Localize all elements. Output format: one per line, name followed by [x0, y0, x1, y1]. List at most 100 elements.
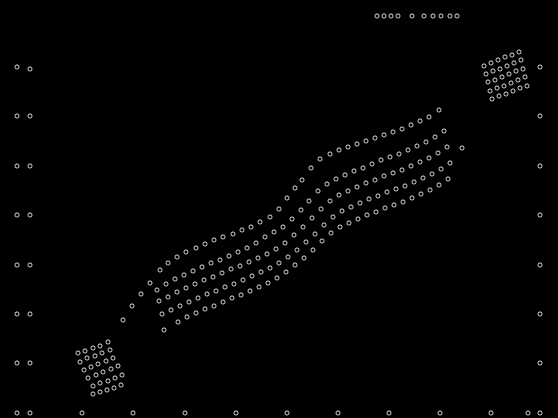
data-point [294, 247, 300, 253]
data-point [27, 163, 33, 169]
data-point [393, 186, 399, 192]
data-point [233, 410, 239, 416]
data-point [174, 254, 180, 260]
data-point [378, 157, 384, 163]
data-point [441, 128, 447, 134]
data-points [14, 13, 543, 416]
data-point [81, 367, 87, 373]
data-point [438, 166, 444, 172]
data-point [285, 254, 291, 260]
data-point [27, 212, 33, 218]
data-point [435, 150, 441, 156]
data-point [159, 311, 165, 317]
data-point [97, 389, 103, 395]
data-point [84, 355, 90, 361]
data-point [384, 189, 390, 195]
data-point [345, 188, 351, 194]
data-point [330, 214, 336, 220]
data-point [517, 85, 523, 91]
data-point [447, 13, 453, 19]
data-point [321, 222, 327, 228]
data-point [192, 281, 198, 287]
data-point [273, 246, 279, 252]
data-point [421, 13, 427, 19]
data-point [168, 307, 174, 313]
data-point [328, 230, 334, 236]
data-point [262, 234, 268, 240]
data-point [436, 182, 442, 188]
data-point [381, 132, 387, 138]
data-point [119, 372, 125, 378]
data-point [274, 275, 280, 281]
data-point [306, 198, 312, 204]
data-point [175, 319, 181, 325]
data-point [27, 66, 33, 72]
data-point [513, 68, 519, 74]
data-point [201, 277, 207, 283]
data-point [27, 410, 33, 416]
data-point [399, 126, 405, 132]
data-point [388, 13, 394, 19]
data-point [183, 285, 189, 291]
data-point [183, 249, 189, 255]
data-point [509, 52, 515, 58]
data-point [336, 147, 342, 153]
data-point [240, 277, 246, 283]
data-point [437, 410, 443, 416]
data-point [360, 165, 366, 171]
data-point [103, 358, 109, 364]
data-point [381, 173, 387, 179]
data-point [231, 281, 237, 287]
data-point [267, 214, 273, 220]
data-point [88, 364, 94, 370]
data-point [537, 410, 543, 416]
data-point [310, 247, 316, 253]
data-point [483, 71, 489, 77]
data-point [283, 269, 289, 275]
data-point [524, 83, 530, 89]
data-point [363, 180, 369, 186]
data-point [177, 303, 183, 309]
data-point [348, 204, 354, 210]
data-point [445, 176, 451, 182]
data-point [181, 272, 187, 278]
data-point [14, 113, 20, 119]
data-point [382, 205, 388, 211]
data-point [336, 192, 342, 198]
data-point [501, 83, 507, 89]
data-point [375, 193, 381, 199]
data-point [426, 114, 432, 120]
data-point [228, 266, 234, 272]
data-point [219, 270, 225, 276]
data-point [495, 57, 501, 63]
data-point [508, 80, 514, 86]
data-point [129, 303, 135, 309]
data-point [402, 183, 408, 189]
data-point [386, 410, 392, 416]
data-point [165, 260, 171, 266]
data-point [496, 93, 502, 99]
data-point [193, 245, 199, 251]
data-point [317, 156, 323, 162]
data-point [217, 257, 223, 263]
data-point [292, 185, 298, 191]
data-point [298, 207, 304, 213]
data-point [211, 237, 217, 243]
data-point [256, 284, 262, 290]
data-point [120, 317, 126, 323]
data-point [494, 85, 500, 91]
data-point [506, 71, 512, 77]
data-point [99, 350, 105, 356]
data-point [249, 273, 255, 279]
data-point [190, 268, 196, 274]
data-point [429, 171, 435, 177]
data-point [372, 135, 378, 141]
data-point [253, 240, 259, 246]
data-point [199, 264, 205, 270]
data-point [154, 287, 160, 293]
data-point [118, 382, 124, 388]
data-point [193, 310, 199, 316]
data-point [537, 311, 543, 317]
data-point [497, 66, 503, 72]
data-point [14, 163, 20, 169]
